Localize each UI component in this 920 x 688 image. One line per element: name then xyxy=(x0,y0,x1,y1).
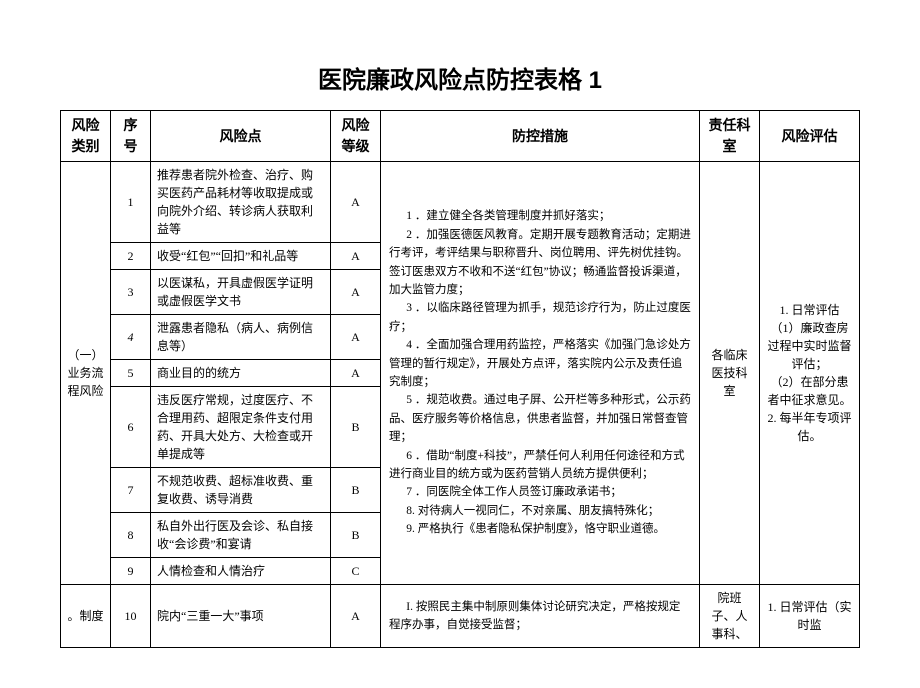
measure-line: 4 ．全面加强合理用药监控，严格落实《加强门急诊处方管理的暂行规定》，开展处方点… xyxy=(389,336,691,391)
num-cell: 10 xyxy=(111,585,151,648)
eval-line: （1）廉政查房过程中实时监督评估； xyxy=(766,319,853,373)
level-cell: B xyxy=(331,387,381,468)
level-cell: A xyxy=(331,243,381,270)
level-cell: C xyxy=(331,558,381,585)
num-cell: 8 xyxy=(111,513,151,558)
measure-line: 9. 严格执行《患者隐私保护制度》，恪守职业道德。 xyxy=(389,520,691,538)
risk-cell: 以医谋私，开具虚假医学证明或虚假医学文书 xyxy=(151,270,331,315)
risk-cell: 商业目的的统方 xyxy=(151,360,331,387)
category-cell-2: 。制度 xyxy=(61,585,111,648)
risk-cell: 违反医疗常规，过度医疗、不合理用药、超限定条件支付用药、开具大处方、大检查或开单… xyxy=(151,387,331,468)
risk-table: 风险类别 序号 风险点 风险等级 防控措施 责任科室 风险评估 （一）业务流程风… xyxy=(60,110,860,648)
risk-cell: 泄露患者隐私（病人、病例信息等） xyxy=(151,315,331,360)
measure-line: 5 ．规范收费。通过电子屏、公开栏等多种形式，公示药品、医疗服务等价格信息，供患… xyxy=(389,391,691,446)
eval-line: （2）在部分患者中征求意见。 xyxy=(766,373,853,409)
level-cell: A xyxy=(331,360,381,387)
measure-line: 1 ．建立健全各类管理制度并抓好落实； xyxy=(389,207,691,225)
num-cell: 6 xyxy=(111,387,151,468)
hdr-dept: 责任科室 xyxy=(700,111,760,162)
measure-line: 3 ．以临床路径管理为抓手，规范诊疗行为，防止过度医疗； xyxy=(389,299,691,336)
measure-line: I. 按照民主集中制原则集体讨论研究决定，严格按规定程序办事，自觉接受监督； xyxy=(389,598,691,635)
risk-cell: 人情检查和人情治疗 xyxy=(151,558,331,585)
level-cell: A xyxy=(331,270,381,315)
header-row: 风险类别 序号 风险点 风险等级 防控措施 责任科室 风险评估 xyxy=(61,111,860,162)
num-cell: 3 xyxy=(111,270,151,315)
dept-cell-1: 各临床医技科室 xyxy=(700,162,760,585)
measure-line: 8. 对待病人一视同仁，不对亲属、朋友搞特殊化； xyxy=(389,502,691,520)
measures-cell-2: I. 按照民主集中制原则集体讨论研究决定，严格按规定程序办事，自觉接受监督； xyxy=(381,585,700,648)
eval-line: 2. 每半年专项评估。 xyxy=(766,409,853,445)
hdr-level: 风险等级 xyxy=(331,111,381,162)
category-cell-1: （一）业务流程风险 xyxy=(61,162,111,585)
hdr-eval: 风险评估 xyxy=(760,111,860,162)
measures-cell-1: 1 ．建立健全各类管理制度并抓好落实； 2 ．加强医德医风教育。定期开展专题教育… xyxy=(381,162,700,585)
eval-cell-2: 1. 日常评估（实时监 xyxy=(760,585,860,648)
hdr-risk: 风险点 xyxy=(151,111,331,162)
level-cell: A xyxy=(331,585,381,648)
measure-line: 7 ．同医院全体工作人员签订廉政承诺书； xyxy=(389,483,691,501)
level-cell: B xyxy=(331,513,381,558)
num-cell: 7 xyxy=(111,468,151,513)
num-cell: 5 xyxy=(111,360,151,387)
risk-cell: 收受“红包”“回扣”和礼品等 xyxy=(151,243,331,270)
measure-line: 2 ．加强医德医风教育。定期开展专题教育活动；定期进行考评，考评结果与职称晋升、… xyxy=(389,226,691,300)
risk-cell: 院内“三重一大”事项 xyxy=(151,585,331,648)
eval-line: 1. 日常评估 xyxy=(766,301,853,319)
num-cell: 9 xyxy=(111,558,151,585)
level-cell: A xyxy=(331,162,381,243)
hdr-num: 序号 xyxy=(111,111,151,162)
num-cell: 4 xyxy=(111,315,151,360)
risk-cell: 推荐患者院外检查、治疗、购买医药产品耗材等收取提成或向院外介绍、转诊病人获取利益… xyxy=(151,162,331,243)
measure-line: 6 ．借助“制度+科技”，严禁任何人利用任何途径和方式进行商业目的统方或为医药营… xyxy=(389,447,691,484)
hdr-measures: 防控措施 xyxy=(381,111,700,162)
table-row: （一）业务流程风险 1 推荐患者院外检查、治疗、购买医药产品耗材等收取提成或向院… xyxy=(61,162,860,243)
num-cell: 1 xyxy=(111,162,151,243)
level-cell: A xyxy=(331,315,381,360)
table-row: 。制度 10 院内“三重一大”事项 A I. 按照民主集中制原则集体讨论研究决定… xyxy=(61,585,860,648)
eval-cell-1: 1. 日常评估 （1）廉政查房过程中实时监督评估； （2）在部分患者中征求意见。… xyxy=(760,162,860,585)
page-title: 医院廉政风险点防控表格 1 xyxy=(60,60,860,95)
level-cell: B xyxy=(331,468,381,513)
num-cell: 2 xyxy=(111,243,151,270)
risk-cell: 私自外出行医及会诊、私自接收“会诊费”和宴请 xyxy=(151,513,331,558)
risk-cell: 不规范收费、超标准收费、重复收费、诱导消费 xyxy=(151,468,331,513)
hdr-category: 风险类别 xyxy=(61,111,111,162)
dept-cell-2: 院班子、人事科、 xyxy=(700,585,760,648)
